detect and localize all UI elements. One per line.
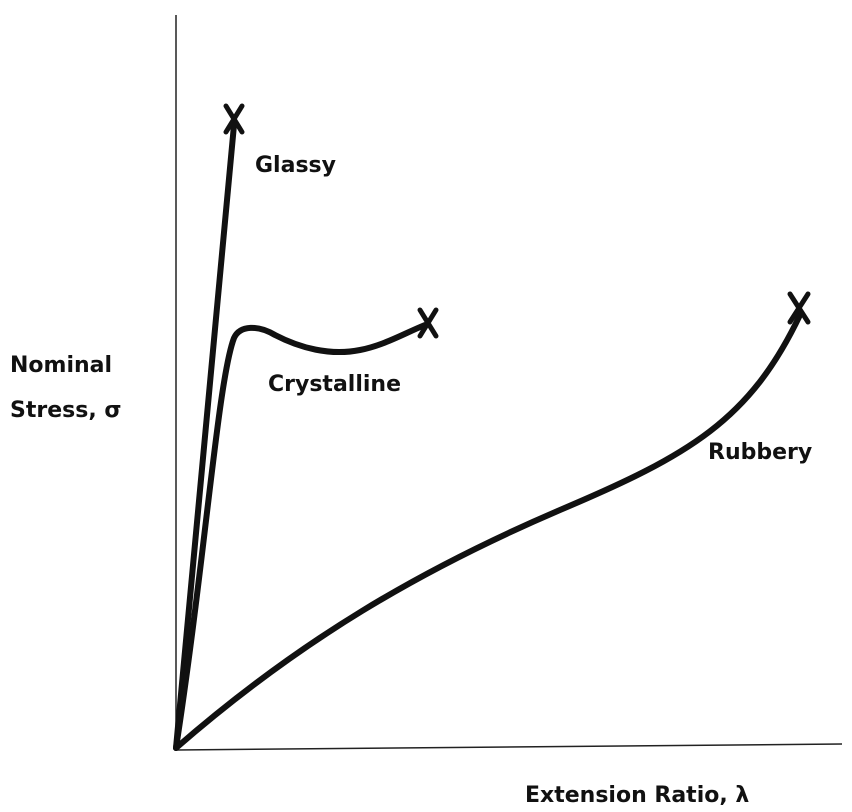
crystalline-curve bbox=[173, 322, 428, 751]
y-axis-label: Stress, σ bbox=[10, 398, 121, 423]
y-axis-label: Nominal bbox=[10, 353, 112, 378]
curve-label: Glassy bbox=[255, 153, 336, 178]
break-mark bbox=[223, 103, 245, 135]
x-axis bbox=[175, 743, 843, 751]
rubbery-curve bbox=[173, 312, 803, 751]
x-axis-label: Extension Ratio, λ bbox=[525, 783, 749, 808]
break-marks bbox=[223, 103, 811, 339]
curve-label: Crystalline bbox=[268, 372, 401, 397]
curve-label: Rubbery bbox=[708, 440, 812, 465]
glassy-curve bbox=[173, 122, 237, 751]
break-mark bbox=[787, 291, 811, 325]
break-mark bbox=[417, 307, 439, 339]
